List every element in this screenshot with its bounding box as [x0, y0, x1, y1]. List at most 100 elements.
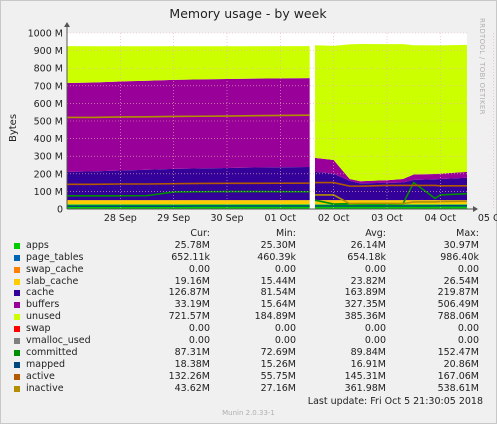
legend-max: 167.06M: [437, 370, 479, 382]
legend-name: unused: [26, 311, 61, 323]
line-inactive: [315, 194, 468, 205]
legend-max: 788.06M: [437, 311, 479, 323]
legend-swatch: [14, 266, 20, 273]
legend-swatch: [14, 385, 20, 392]
x-tick-label: 02 Oct: [318, 213, 350, 224]
line-active: [315, 181, 467, 187]
y-axis-label: Bytes: [8, 114, 19, 142]
legend-max: 0.00: [457, 323, 479, 335]
line-inactive: [67, 114, 310, 119]
legend-name: active: [26, 370, 55, 382]
legend-row-vmalloc-used: vmalloc_used 0.00 0.00 0.00 0.00: [12, 335, 492, 347]
y-tick-label: 900 M: [34, 46, 63, 57]
legend-row-cache: cache 126.87M 81.54M 163.89M 219.87M: [12, 287, 492, 299]
legend-min: 460.39k: [257, 251, 296, 263]
legend-max: 152.47M: [437, 346, 479, 358]
legend-row-slab-cache: slab_cache 19.16M 15.44M 23.82M 26.54M: [12, 276, 492, 288]
y-tick-label: 700 M: [34, 81, 63, 92]
legend-swatch: [14, 302, 20, 309]
area-buffers: [315, 157, 467, 184]
legend-name: swap: [26, 323, 51, 335]
legend-cur: 132.26M: [168, 370, 210, 382]
legend-name: buffers: [26, 299, 60, 311]
legend-name: page_tables: [26, 251, 84, 263]
x-tick-label: 03 Oct: [371, 213, 403, 224]
legend-min: 25.30M: [260, 239, 296, 251]
legend-min: 81.54M: [260, 287, 296, 299]
legend-swatch: [14, 338, 20, 345]
legend-avg: 89.84M: [350, 346, 386, 358]
area-buffers: [67, 78, 310, 172]
last-update: Last update: Fri Oct 5 21:30:05 2018: [307, 396, 483, 407]
y-tick-label: 1000 M: [28, 29, 63, 40]
munin-credit: Munin 2.0.33-1: [222, 409, 275, 417]
legend-swatch: [14, 361, 20, 368]
x-axis-arrow: [473, 206, 478, 212]
legend-min: 0.00: [274, 323, 296, 335]
legend-header-min: Min:: [275, 228, 296, 239]
legend-swatch: [14, 278, 20, 285]
x-tick-label: 05 Oct: [478, 213, 497, 224]
y-tick-label: 600 M: [34, 99, 63, 110]
area-slab-cache: [67, 200, 310, 205]
y-tick-label: 0: [57, 205, 63, 216]
legend-max: 26.54M: [443, 275, 479, 287]
legend-max: 986.40k: [440, 251, 479, 263]
legend-max: 20.86M: [443, 358, 479, 370]
legend-swatch: [14, 254, 20, 261]
legend-name: slab_cache: [26, 275, 79, 287]
legend-min: 55.75M: [260, 370, 296, 382]
legend-header-max: Max:: [456, 228, 479, 239]
legend-row-swap-cache: swap_cache 0.00 0.00 0.00 0.00: [12, 264, 492, 276]
legend-min: 27.16M: [260, 382, 296, 394]
x-tick-label: 29 Sep: [157, 213, 190, 224]
x-tick-label: 04 Oct: [425, 213, 457, 224]
memory-chart: Memory usage - by week Bytes 0 100 M 200 M…: [8, 6, 497, 224]
legend-avg: 163.89M: [344, 287, 386, 299]
legend-cur: 18.38M: [174, 358, 210, 370]
legend-swatch: [14, 314, 20, 321]
legend-row-buffers: buffers 33.19M 15.64M 327.35M 506.49M: [12, 299, 492, 311]
legend-avg: 0.00: [364, 263, 386, 275]
legend-cur: 0.00: [188, 263, 210, 275]
legend-cur: 33.19M: [174, 299, 210, 311]
legend-max: 538.61M: [437, 382, 479, 394]
legend-name: mapped: [26, 358, 66, 370]
legend-max: 0.00: [457, 263, 479, 275]
legend-avg: 361.98M: [344, 382, 386, 394]
y-tick-label: 800 M: [34, 64, 63, 75]
legend-cur: 0.00: [188, 323, 210, 335]
x-tick-label: 28 Sep: [104, 213, 137, 224]
legend-cur: 652.11k: [171, 251, 210, 263]
legend-min: 72.69M: [260, 346, 296, 358]
y-tick-label: 100 M: [34, 187, 63, 198]
y-tick-label: 400 M: [34, 134, 63, 145]
legend-row-unused: unused 721.57M 184.89M 385.36M 788.06M: [12, 311, 492, 323]
legend-avg: 0.00: [364, 335, 386, 347]
legend-cur: 0.00: [188, 335, 210, 347]
legend-header: Cur: Min: Avg: Max:: [12, 228, 492, 240]
legend-row-committed: committed 87.31M 72.69M 89.84M 152.47M: [12, 347, 492, 359]
legend-name: vmalloc_used: [26, 335, 91, 347]
legend: Cur: Min: Avg: Max: apps 25.78M 25.30M 26.1…: [12, 228, 492, 394]
legend-avg: 26.14M: [350, 239, 386, 251]
legend-min: 184.89M: [254, 311, 296, 323]
legend-avg: 0.00: [364, 323, 386, 335]
chart-title: Memory usage - by week: [169, 6, 327, 21]
legend-min: 15.64M: [260, 299, 296, 311]
legend-row-active: active 132.26M 55.75M 145.31M 167.06M: [12, 371, 492, 383]
legend-cur: 126.87M: [168, 287, 210, 299]
legend-avg: 654.18k: [347, 251, 386, 263]
legend-cur: 43.62M: [174, 382, 210, 394]
y-tick-label: 200 M: [34, 169, 63, 180]
legend-swatch: [14, 349, 20, 356]
legend-avg: 145.31M: [344, 370, 386, 382]
legend-avg: 327.35M: [344, 299, 386, 311]
legend-header-avg: Avg:: [365, 228, 386, 239]
legend-swatch: [14, 290, 20, 297]
legend-max: 506.49M: [437, 299, 479, 311]
legend-cur: 87.31M: [174, 346, 210, 358]
y-tick-label: 300 M: [34, 152, 63, 163]
legend-cur: 721.57M: [168, 311, 210, 323]
legend-header-cur: Cur:: [190, 228, 210, 239]
